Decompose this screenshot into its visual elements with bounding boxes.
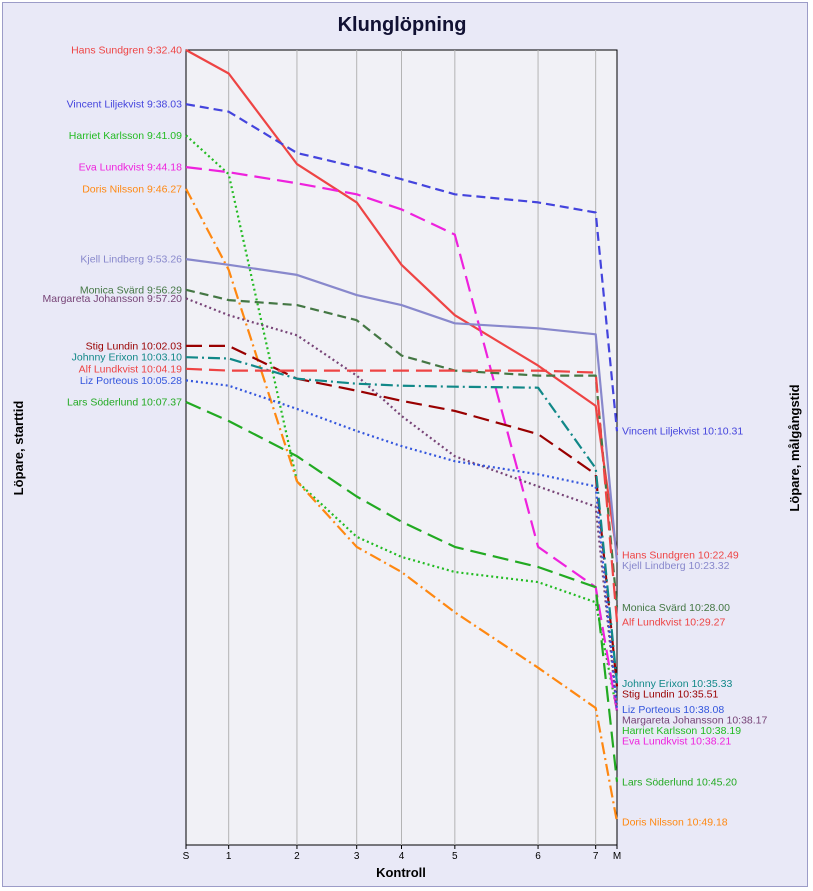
start-label-doris-nilsson: Doris Nilsson 9:46.27 (82, 183, 182, 195)
start-label-johnny-erixon: Johnny Erixon 10:03.10 (72, 352, 182, 364)
x-axis-title: Kontroll (376, 865, 426, 880)
x-tick-label: 4 (399, 851, 405, 862)
start-label-eva-lundkvist: Eva Lundkvist 9:44.18 (79, 162, 182, 174)
grid-lines (228, 50, 597, 845)
chart-title: Klunglöpning (338, 14, 467, 36)
series-line-hans-sundgren (185, 49, 619, 556)
series-lines (185, 49, 619, 823)
series-line-doris-nilsson (185, 188, 619, 823)
start-label-margareta-johansson: Margareta Johansson 9:57.20 (42, 293, 182, 305)
finish-label-lars-soderlund: Lars Söderlund 10:45.20 (622, 776, 737, 788)
finish-label-margareta-johansson: Margareta Johansson 10:38.17 (622, 714, 768, 726)
finish-label-harriet-karlsson: Harriet Karlsson 10:38.19 (622, 725, 741, 737)
x-axis-ticks: S 1 2 3 4 5 6 7 M (183, 845, 621, 862)
series-line-kjell-lindberg (185, 258, 619, 563)
start-label-kjell-lindberg: Kjell Lindberg 9:53.26 (80, 254, 182, 266)
start-label-lars-soderlund: Lars Söderlund 10:07.37 (67, 397, 182, 409)
x-tick-label: 6 (535, 851, 541, 862)
x-tick-label: M (613, 851, 621, 862)
series-line-monica-svard (185, 288, 619, 608)
x-tick-label: 7 (593, 851, 599, 862)
start-labels: Hans Sundgren 9:32.40 Vincent Liljekvist … (42, 45, 182, 409)
x-tick-label: 1 (226, 851, 232, 862)
finish-label-monica-svard: Monica Svärd 10:28.00 (622, 602, 730, 614)
series-line-alf-lundkvist (185, 367, 619, 622)
series-line-margareta-johansson (185, 297, 619, 711)
x-tick-label: 3 (354, 851, 360, 862)
finish-label-alf-lundkvist: Alf Lundkvist 10:29.27 (622, 616, 725, 628)
series-line-liz-porteous (185, 379, 619, 710)
series-line-vincent-liljekvist (185, 103, 619, 432)
finish-label-eva-lundkvist: Eva Lundkvist 10:38.21 (622, 735, 731, 747)
finish-label-doris-nilsson: Doris Nilsson 10:49.18 (622, 816, 728, 828)
y-axis-title-left: Löpare, starttid (11, 401, 26, 496)
finish-label-kjell-lindberg: Kjell Lindberg 10:23.32 (622, 560, 730, 572)
series-line-lars-soderlund (185, 400, 619, 782)
x-tick-label: 2 (294, 851, 300, 862)
finish-label-johnny-erixon: Johnny Erixon 10:35.33 (622, 678, 732, 690)
finish-label-hans-sundgren: Hans Sundgren 10:22.49 (622, 550, 739, 562)
finish-label-vincent-liljekvist: Vincent Liljekvist 10:10.31 (622, 426, 743, 438)
start-label-vincent-liljekvist: Vincent Liljekvist 9:38.03 (67, 99, 183, 111)
x-tick-label: 5 (452, 851, 458, 862)
finish-labels: Hans Sundgren 10:22.49 Vincent Liljekvist… (622, 426, 768, 829)
start-label-alf-lundkvist: Alf Lundkvist 10:04.19 (79, 363, 182, 375)
finish-label-stig-lundin: Stig Lundin 10:35.51 (622, 688, 718, 700)
x-tick-label: S (183, 851, 190, 862)
start-label-stig-lundin: Stig Lundin 10:02.03 (86, 340, 182, 352)
series-line-eva-lundkvist (185, 166, 619, 712)
finish-label-liz-porteous: Liz Porteous 10:38.08 (622, 704, 724, 716)
start-label-harriet-karlsson: Harriet Karlsson 9:41.09 (69, 130, 182, 142)
series-line-johnny-erixon (185, 356, 619, 684)
start-label-hans-sundgren: Hans Sundgren 9:32.40 (71, 45, 182, 57)
start-label-liz-porteous: Liz Porteous 10:05.28 (80, 375, 182, 387)
start-label-monica-svard: Monica Svärd 9:56.29 (80, 284, 182, 296)
y-axis-title-right: Löpare, målgångstid (787, 384, 802, 511)
